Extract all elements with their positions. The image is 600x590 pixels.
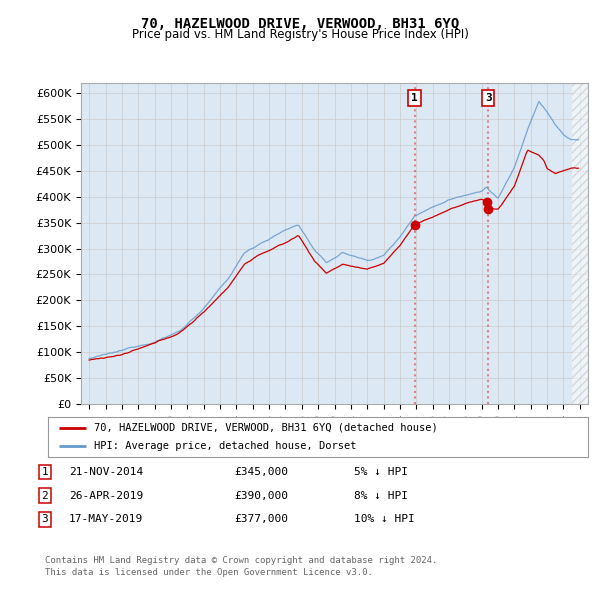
Text: 17-MAY-2019: 17-MAY-2019 bbox=[69, 514, 143, 524]
Text: Price paid vs. HM Land Registry's House Price Index (HPI): Price paid vs. HM Land Registry's House … bbox=[131, 28, 469, 41]
Text: £345,000: £345,000 bbox=[234, 467, 288, 477]
Text: 70, HAZELWOOD DRIVE, VERWOOD, BH31 6YQ (detached house): 70, HAZELWOOD DRIVE, VERWOOD, BH31 6YQ (… bbox=[94, 423, 437, 433]
Text: 3: 3 bbox=[485, 93, 491, 103]
Text: £390,000: £390,000 bbox=[234, 491, 288, 500]
Text: 5% ↓ HPI: 5% ↓ HPI bbox=[354, 467, 408, 477]
Text: 1: 1 bbox=[411, 93, 418, 103]
Text: 1: 1 bbox=[41, 467, 49, 477]
Text: 26-APR-2019: 26-APR-2019 bbox=[69, 491, 143, 500]
Text: 21-NOV-2014: 21-NOV-2014 bbox=[69, 467, 143, 477]
Text: £377,000: £377,000 bbox=[234, 514, 288, 524]
Text: HPI: Average price, detached house, Dorset: HPI: Average price, detached house, Dors… bbox=[94, 441, 356, 451]
Text: 10% ↓ HPI: 10% ↓ HPI bbox=[354, 514, 415, 524]
Text: 3: 3 bbox=[41, 514, 49, 524]
Text: Contains HM Land Registry data © Crown copyright and database right 2024.
This d: Contains HM Land Registry data © Crown c… bbox=[45, 556, 437, 577]
Polygon shape bbox=[572, 83, 588, 404]
Text: 2: 2 bbox=[41, 491, 49, 500]
Text: 8% ↓ HPI: 8% ↓ HPI bbox=[354, 491, 408, 500]
Text: 70, HAZELWOOD DRIVE, VERWOOD, BH31 6YQ: 70, HAZELWOOD DRIVE, VERWOOD, BH31 6YQ bbox=[141, 17, 459, 31]
